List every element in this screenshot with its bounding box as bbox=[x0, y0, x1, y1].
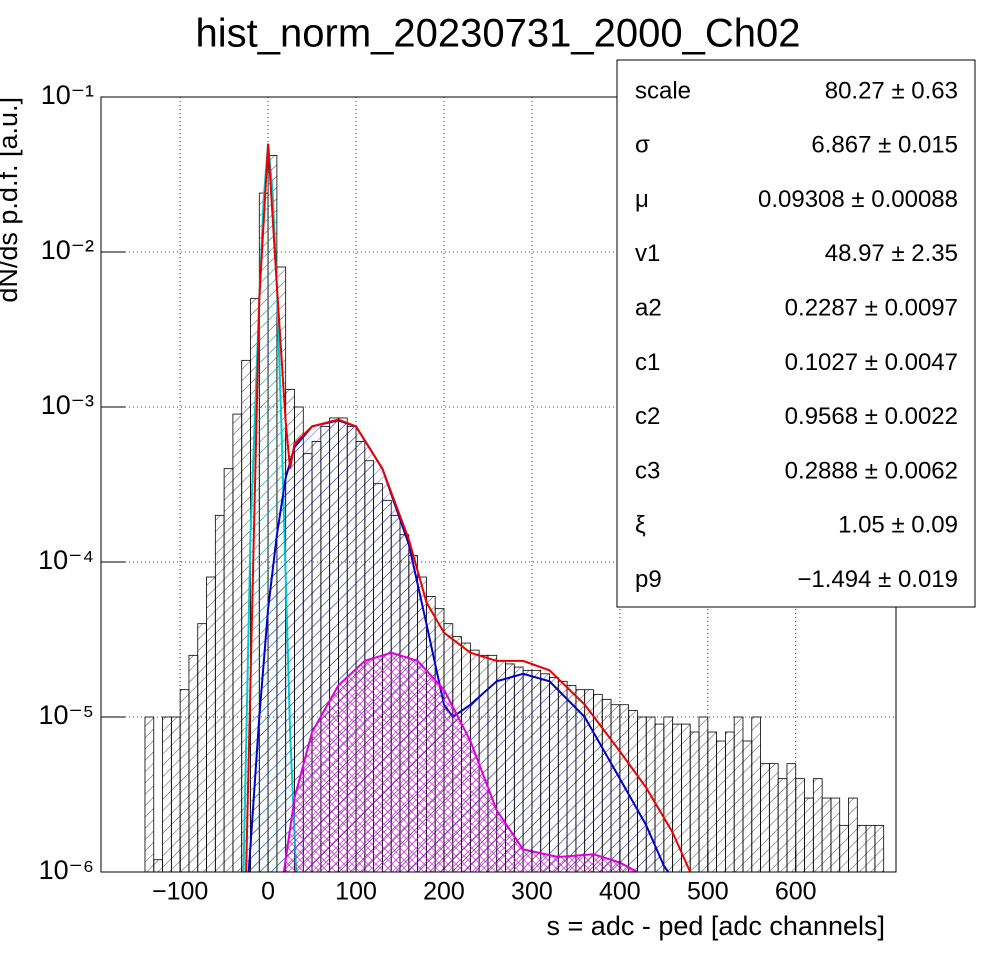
x-tick-label: 300 bbox=[511, 878, 553, 906]
histogram-bar bbox=[751, 716, 761, 872]
stats-label: c1 bbox=[635, 349, 660, 376]
histogram-bar bbox=[795, 778, 805, 872]
x-tick-label: −100 bbox=[152, 878, 208, 906]
stats-label: v1 bbox=[635, 240, 660, 267]
stats-label: c2 bbox=[635, 403, 660, 430]
y-tick-label: 10⁻⁶ bbox=[39, 855, 94, 885]
stats-label: ξ bbox=[635, 512, 646, 539]
histogram-bar bbox=[777, 778, 788, 872]
axes: −100 0 100 200 300 400 500 600 10⁻⁶ 10⁻⁵ 10⁻⁴ 10⁻³ 1… bbox=[38, 80, 816, 905]
plot-area bbox=[101, 97, 896, 872]
fit-curve bbox=[245, 143, 692, 872]
x-tick-label: 600 bbox=[775, 878, 817, 906]
histogram-bar bbox=[663, 716, 674, 872]
y-tick-label: 10⁻⁵ bbox=[39, 700, 94, 730]
histogram-bar bbox=[733, 716, 744, 872]
x-tick-label: 500 bbox=[687, 878, 729, 906]
stats-label: scale bbox=[635, 77, 691, 104]
histogram-bar bbox=[804, 797, 814, 872]
stats-label: p9 bbox=[635, 566, 662, 593]
histogram-bar bbox=[742, 740, 753, 872]
histogram-bar bbox=[768, 763, 779, 872]
y-tick-label: 10⁻⁴ bbox=[38, 545, 94, 575]
histogram-bar bbox=[848, 797, 858, 872]
fit-curve bbox=[282, 651, 638, 872]
histogram-bar bbox=[232, 413, 243, 872]
stats-label: a2 bbox=[635, 295, 662, 322]
chart-title: hist_norm_20230731_2000_Ch02 bbox=[196, 12, 801, 56]
stats-value: 0.2287 ± 0.0097 bbox=[785, 295, 958, 322]
y-tick-label: 10⁻¹ bbox=[41, 80, 94, 110]
histogram-bar bbox=[162, 716, 172, 872]
x-tick-label: 200 bbox=[423, 878, 465, 906]
fit-area bbox=[283, 652, 638, 872]
histogram-bar bbox=[839, 824, 849, 872]
histogram-bar bbox=[812, 778, 823, 872]
stats-value: 48.97 ± 2.35 bbox=[825, 240, 958, 267]
histogram-bar bbox=[197, 623, 207, 872]
stats-label: c3 bbox=[635, 457, 660, 484]
histogram-bar bbox=[153, 859, 163, 872]
stats-box: scale 80.27 ± 0.63 σ 6.867 ± 0.015 μ 0.09308 … bbox=[616, 59, 976, 608]
histogram-bar bbox=[707, 731, 717, 872]
stats-value: 0.9568 ± 0.0022 bbox=[785, 403, 958, 430]
x-tick-label: 0 bbox=[261, 878, 275, 906]
histogram-bar bbox=[681, 723, 691, 872]
histogram-bar bbox=[206, 576, 216, 872]
histogram-bar bbox=[830, 797, 841, 872]
histogram-bar bbox=[223, 468, 234, 872]
histogram-bar bbox=[874, 824, 885, 872]
histogram-bar bbox=[760, 763, 770, 872]
histogram-bar bbox=[716, 740, 726, 872]
histogram-bar bbox=[698, 716, 709, 872]
histogram-bar bbox=[188, 654, 199, 872]
stats-frame bbox=[616, 59, 976, 608]
stats-value: 0.09308 ± 0.00088 bbox=[758, 186, 958, 213]
histogram-bar bbox=[144, 716, 155, 872]
stats-value: 0.2888 ± 0.0062 bbox=[785, 457, 958, 484]
y-tick-label: 10⁻³ bbox=[41, 390, 94, 420]
stats-value: 0.1027 ± 0.0047 bbox=[785, 349, 958, 376]
stats-value: −1.494 ± 0.019 bbox=[797, 566, 958, 593]
histogram-bar bbox=[821, 797, 832, 872]
stats-value: 1.05 ± 0.09 bbox=[838, 512, 958, 539]
x-tick-label: 400 bbox=[599, 878, 641, 906]
fit-curve bbox=[247, 419, 670, 872]
histogram-bar bbox=[179, 689, 190, 872]
histogram-bar bbox=[689, 731, 700, 872]
histogram-bar bbox=[170, 716, 181, 872]
stats-label: μ bbox=[635, 186, 649, 213]
y-axis-label: dN/ds p.d.f. [a.u.] bbox=[0, 97, 23, 303]
histogram-bar bbox=[865, 824, 876, 872]
x-axis-label: s = adc - ped [adc channels] bbox=[547, 911, 885, 941]
x-tick-label: 100 bbox=[335, 878, 377, 906]
histogram-bar bbox=[214, 514, 225, 872]
histogram-bar bbox=[724, 731, 735, 872]
stats-value: 80.27 ± 0.63 bbox=[825, 77, 958, 104]
histogram-bar bbox=[856, 824, 867, 872]
histogram-bar bbox=[786, 763, 797, 872]
y-tick-label: 10⁻² bbox=[41, 235, 94, 265]
stats-value: 6.867 ± 0.015 bbox=[811, 132, 958, 159]
stats-label: σ bbox=[635, 132, 650, 159]
